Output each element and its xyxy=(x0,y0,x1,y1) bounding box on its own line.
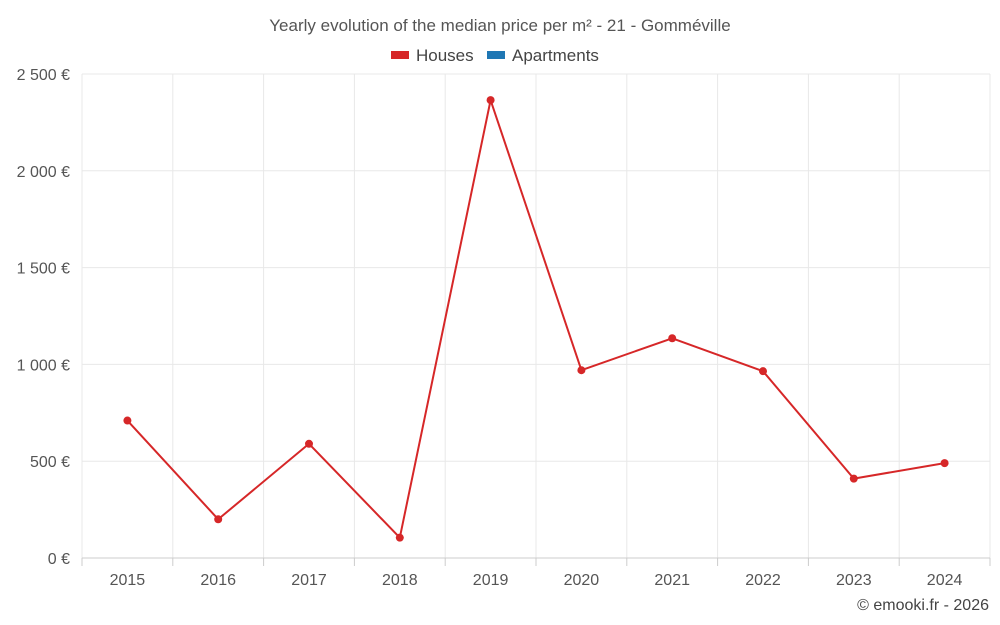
x-tick-label: 2017 xyxy=(291,572,327,589)
legend-label-apartments[interactable]: Apartments xyxy=(512,46,599,65)
series-houses xyxy=(123,96,949,542)
data-point[interactable] xyxy=(214,515,223,524)
y-tick-label: 500 € xyxy=(30,454,70,471)
y-tick-label: 2 000 € xyxy=(17,164,70,181)
credit-text: © emooki.fr - 2026 xyxy=(857,597,989,614)
legend-swatch-apartments xyxy=(487,51,505,59)
x-tick-label: 2023 xyxy=(836,572,872,589)
x-tick-label: 2022 xyxy=(745,572,781,589)
legend-label-houses[interactable]: Houses xyxy=(416,46,474,65)
legend-swatch-houses xyxy=(391,51,409,59)
y-tick-label: 2 500 € xyxy=(17,67,70,84)
axes: 0 € 500 € 1 000 € 1 500 € 2 000 € 2 500 € 2015… xyxy=(17,67,991,589)
data-point[interactable] xyxy=(940,459,949,468)
data-point[interactable] xyxy=(305,439,313,448)
data-point[interactable] xyxy=(395,533,404,542)
data-point[interactable] xyxy=(123,416,132,425)
x-tick-label: 2020 xyxy=(564,572,600,589)
data-point[interactable] xyxy=(577,366,586,375)
grid xyxy=(81,73,991,558)
x-tick-label: 2019 xyxy=(473,572,509,589)
data-point[interactable] xyxy=(668,334,677,343)
x-tick-label: 2018 xyxy=(382,572,418,589)
series-line xyxy=(126,99,945,539)
data-point[interactable] xyxy=(486,96,495,105)
data-point[interactable] xyxy=(759,367,767,376)
data-point[interactable] xyxy=(849,474,858,483)
legend: Houses Apartments xyxy=(391,46,599,65)
x-tick-label: 2016 xyxy=(200,572,236,589)
x-tick-label: 2024 xyxy=(927,572,963,589)
y-tick-label: 1 000 € xyxy=(17,357,70,374)
chart-title: Yearly evolution of the median price per… xyxy=(269,16,730,35)
y-tick-label: 1 500 € xyxy=(17,261,70,278)
x-tick-label: 2015 xyxy=(110,572,146,589)
y-tick-label: 0 € xyxy=(48,551,70,568)
x-tick-label: 2021 xyxy=(654,572,690,589)
